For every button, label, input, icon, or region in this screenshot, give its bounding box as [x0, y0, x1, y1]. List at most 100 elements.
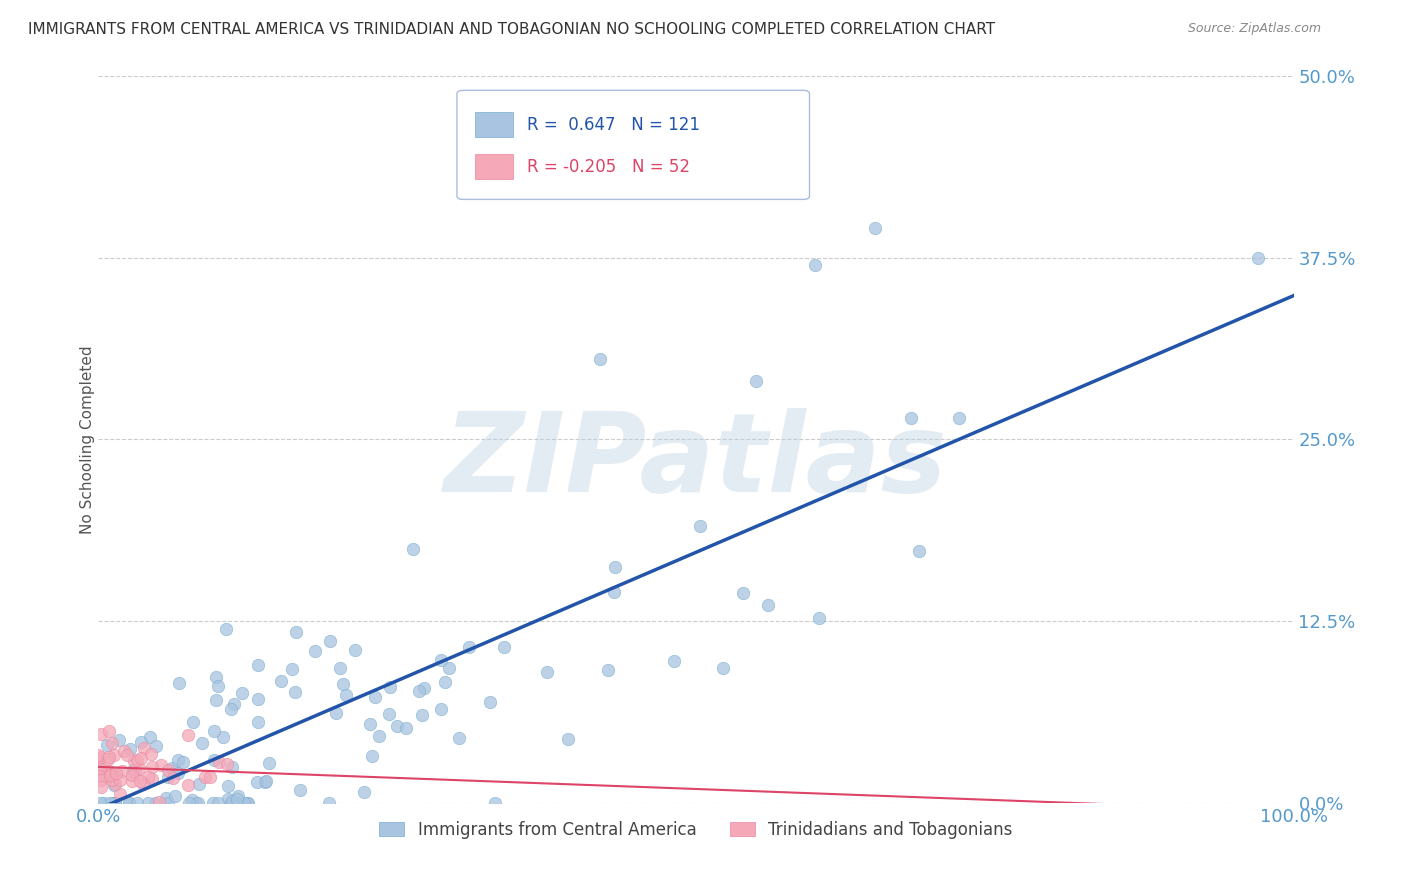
Point [103, 796, 125, 810]
Point [87, 748, 110, 763]
Point [89, 760, 111, 774]
Point [187, 796, 209, 810]
Point [226, 789, 249, 803]
Point [112, 744, 135, 758]
Point [121, 768, 143, 782]
Point [246, 774, 269, 789]
Point [141, 772, 163, 787]
Point [900, 410, 922, 425]
Point [103, 747, 125, 762]
Point [90, 727, 112, 741]
Point [97, 750, 120, 764]
Point [187, 777, 209, 791]
Point [247, 692, 270, 706]
Point [101, 796, 124, 810]
Point [202, 796, 225, 810]
Point [211, 730, 233, 744]
Point [408, 684, 430, 698]
Point [198, 770, 221, 784]
Point [596, 663, 619, 677]
Point [536, 665, 558, 680]
Point [447, 731, 470, 745]
Point [284, 624, 307, 639]
Point [186, 796, 208, 810]
Point [100, 766, 122, 780]
Point [711, 661, 734, 675]
Point [108, 732, 131, 747]
Point [134, 741, 156, 756]
Point [221, 760, 243, 774]
Point [589, 352, 612, 367]
Point [111, 764, 134, 778]
Point [96, 738, 118, 752]
Point [162, 771, 184, 785]
Point [90, 772, 112, 787]
Point [157, 770, 180, 784]
Point [194, 770, 217, 784]
Point [804, 258, 827, 272]
Point [332, 677, 354, 691]
Point [166, 754, 188, 768]
Point [232, 796, 254, 810]
Point [103, 778, 125, 792]
Y-axis label: No Schooling Completed: No Schooling Completed [80, 345, 94, 533]
Point [378, 680, 401, 694]
Point [359, 717, 381, 731]
Legend: Immigrants from Central America, Trinidadians and Tobagonians: Immigrants from Central America, Trinida… [373, 814, 1019, 846]
Point [155, 790, 177, 805]
Point [141, 759, 163, 773]
Point [90, 749, 112, 764]
Point [280, 662, 302, 676]
Point [202, 723, 225, 738]
Point [149, 758, 172, 772]
Point [98, 796, 121, 810]
Point [128, 761, 150, 775]
Point [97, 752, 120, 766]
Point [808, 610, 831, 624]
Point [148, 795, 170, 809]
Point [129, 774, 152, 789]
Point [221, 794, 243, 808]
Point [136, 770, 159, 784]
Point [101, 773, 124, 788]
Point [253, 775, 276, 789]
Point [139, 730, 162, 744]
Point [181, 793, 204, 807]
Point [104, 796, 127, 810]
Point [217, 780, 239, 794]
Point [93, 796, 115, 810]
Point [231, 686, 253, 700]
Point [90, 780, 112, 795]
Point [190, 736, 212, 750]
Point [288, 783, 311, 797]
Point [254, 773, 277, 788]
Point [478, 696, 501, 710]
Point [284, 684, 307, 698]
Point [259, 756, 281, 771]
Point [225, 796, 247, 810]
Point [103, 765, 125, 780]
Point [104, 777, 127, 791]
Point [364, 690, 387, 704]
Point [385, 718, 408, 732]
Point [87, 751, 110, 765]
Point [87, 768, 110, 782]
Text: ZIPatlas: ZIPatlas [444, 408, 948, 515]
Text: R = -0.205   N = 52: R = -0.205 N = 52 [527, 158, 690, 176]
Point [865, 221, 887, 235]
Point [430, 652, 453, 666]
Point [329, 661, 352, 675]
Point [108, 787, 131, 801]
Point [217, 792, 239, 806]
Point [222, 697, 245, 711]
Point [132, 777, 155, 791]
Point [948, 410, 970, 425]
Point [413, 681, 436, 695]
Point [733, 585, 755, 599]
Point [157, 764, 180, 778]
Point [318, 634, 340, 648]
Point [98, 764, 121, 778]
Point [115, 747, 138, 762]
Point [484, 796, 506, 810]
Point [246, 658, 269, 673]
